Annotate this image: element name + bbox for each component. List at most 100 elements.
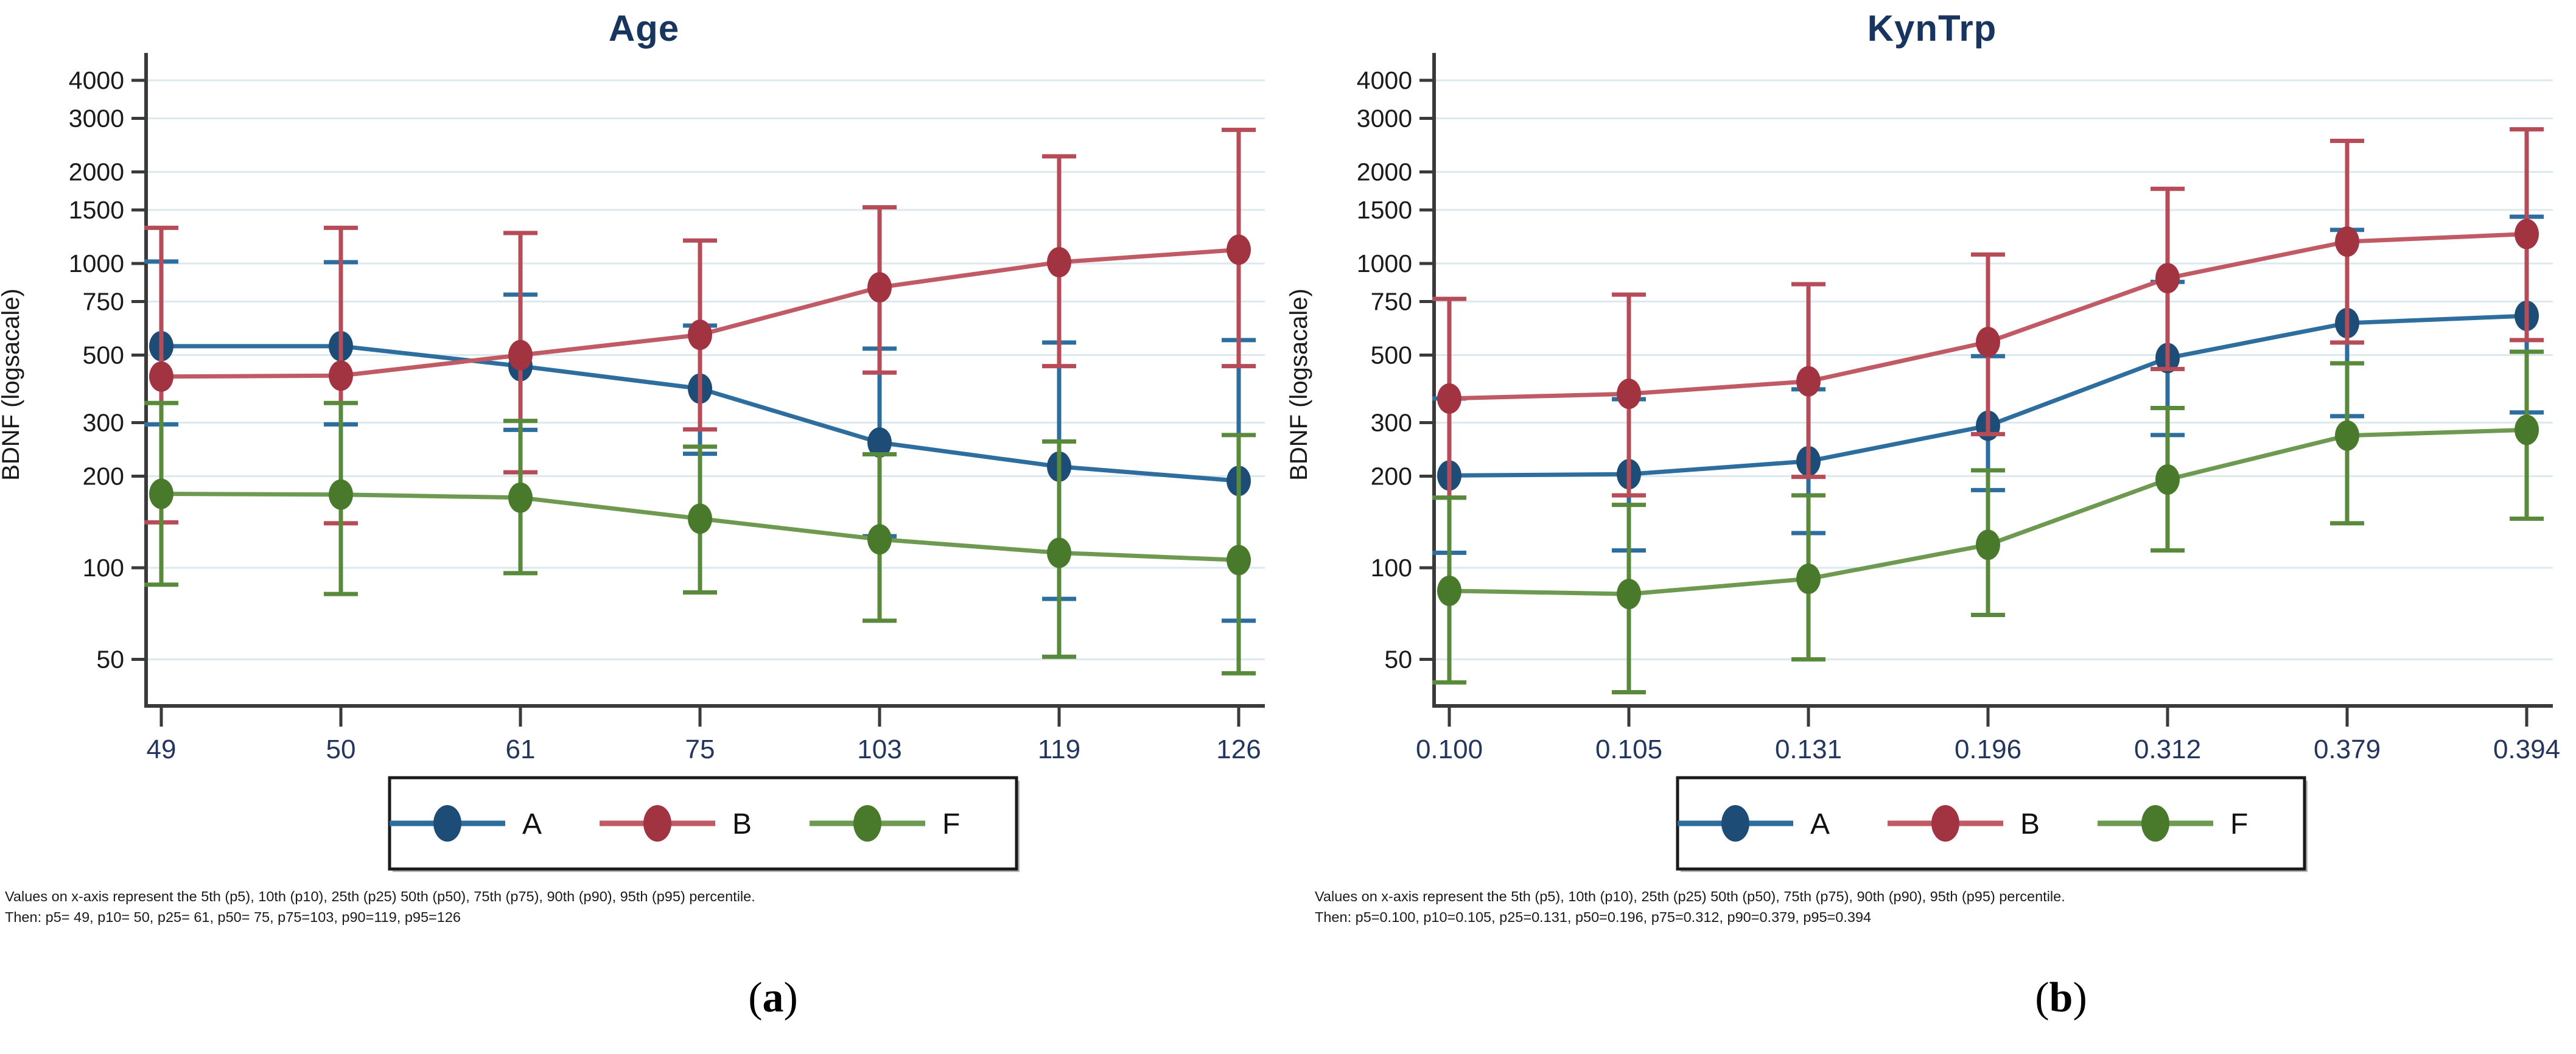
y-tick-label: 3000 [1357, 104, 1412, 132]
y-tick-label: 500 [1371, 341, 1412, 369]
legend-label-B: B [2020, 808, 2040, 840]
footnote-line-2: Then: p5=0.100, p10=0.105, p25=0.131, p5… [1315, 909, 1872, 925]
data-point-A [867, 427, 892, 458]
y-tick-label: 750 [1371, 287, 1412, 315]
x-tick-label: 75 [685, 735, 715, 764]
legend-marker-F [853, 805, 881, 842]
caption-letter: b [2049, 974, 2073, 1021]
data-point-F [2335, 420, 2359, 451]
legend-marker-A [1721, 805, 1749, 842]
data-point-B [329, 360, 353, 391]
y-tick-label: 2000 [69, 158, 124, 186]
legend-marker-B [1931, 805, 1959, 842]
panel-age: Age BDNF (logsacale) 4000 3000 2000 1500 100… [0, 0, 1288, 925]
y-tick-label: 100 [1371, 554, 1412, 582]
data-point-B [149, 361, 173, 392]
caption-letter: a [762, 974, 784, 1021]
y-tick-label: 4000 [69, 66, 124, 94]
y-tick-label: 4000 [1357, 66, 1412, 94]
chart-title-age: Age [608, 8, 680, 49]
data-point-B [1796, 366, 1821, 397]
y-tick-label: 2000 [1357, 158, 1412, 186]
chart-title-kyntrp: KynTrp [1867, 8, 1997, 49]
data-point-F [867, 524, 892, 555]
y-axis-ticks: 4000 3000 2000 1500 1000 750 500 300 200 100 50 [69, 66, 146, 674]
legend-label-A: A [522, 808, 542, 840]
y-tick-label: 300 [1371, 408, 1412, 436]
legend-marker-B [643, 805, 671, 842]
data-point-B [2335, 226, 2359, 257]
series-F [144, 400, 1256, 675]
y-tick-label: 750 [83, 287, 124, 315]
legend-marker-F [2141, 805, 2169, 842]
data-point-B [867, 272, 892, 303]
data-point-F [508, 482, 533, 513]
data-point-B [2155, 263, 2180, 294]
subfigure-caption-b: (b) [2035, 974, 2087, 1022]
legend-label-F: F [942, 808, 960, 840]
x-tick-label: 0.394 [2493, 735, 2560, 764]
data-point-B [1437, 383, 1461, 414]
x-tick-label: 49 [147, 735, 177, 764]
y-tick-label: 200 [83, 462, 124, 490]
footnote-line-1: Values on x-axis represent the 5th (p5),… [5, 888, 755, 904]
data-point-B [508, 340, 533, 371]
x-tick-label: 0.379 [2314, 735, 2381, 764]
x-tick-label: 126 [1216, 735, 1261, 764]
data-point-F [1437, 575, 1461, 606]
y-tick-label: 200 [1371, 462, 1412, 490]
footnote-kyntrp: Values on x-axis represent the 5th (p5),… [1315, 886, 2065, 927]
data-point-F [149, 478, 173, 509]
y-tick-label: 300 [83, 408, 124, 436]
gridlines [147, 79, 1265, 661]
data-point-F [1617, 579, 1641, 610]
data-point-F [688, 503, 712, 534]
legend-label-F: F [2230, 808, 2248, 840]
y-tick-label: 1500 [1357, 196, 1412, 224]
y-tick-label: 1000 [69, 250, 124, 277]
data-point-B [2515, 218, 2539, 250]
x-tick-label: 0.312 [2134, 735, 2201, 764]
data-point-B [1227, 234, 1251, 265]
y-tick-label: 50 [96, 646, 124, 674]
plot-area-kyntrp: 4000 3000 2000 1500 1000 750 500 300 200 100 50 0.1… [1357, 53, 2560, 872]
data-point-B [1047, 246, 1071, 277]
footnote-line-2: Then: p5= 49, p10= 50, p25= 61, p50= 75,… [5, 909, 461, 925]
plot-area-age: 4000 3000 2000 1500 1000 750 500 300 200 100 50 49 5… [69, 53, 1265, 872]
data-point-F [329, 479, 353, 510]
x-tick-label: 119 [1038, 735, 1080, 764]
footnote-line-1: Values on x-axis represent the 5th (p5),… [1315, 888, 2065, 904]
data-point-B [688, 319, 712, 351]
series-F [1432, 349, 2544, 694]
subfigure-caption-a: (a) [748, 974, 798, 1022]
x-tick-label: 103 [857, 735, 901, 764]
caption-paren: ( [2035, 974, 2049, 1021]
x-tick-label: 0.100 [1416, 735, 1483, 764]
y-tick-label: 100 [83, 554, 124, 582]
data-point-F [2155, 464, 2180, 495]
legend-label-A: A [1810, 808, 1830, 840]
data-point-F [2515, 414, 2539, 445]
gridlines [1435, 79, 2553, 661]
x-tick-label: 50 [326, 735, 356, 764]
y-tick-label: 50 [1384, 646, 1412, 674]
data-point-F [1047, 537, 1071, 568]
panel-kyntrp: KynTrp BDNF (logsacale) 4000 3000 2000 1500… [1286, 0, 2576, 927]
data-point-B [1976, 327, 2000, 358]
y-tick-label: 1500 [69, 196, 124, 224]
data-point-B [1617, 379, 1641, 410]
legend-label-B: B [732, 808, 752, 840]
y-axis-ticks: 4000 3000 2000 1500 1000 750 500 300 200 100 50 [1357, 66, 1434, 674]
data-point-F [1796, 564, 1821, 595]
y-tick-label: 500 [83, 341, 124, 369]
x-tick-label: 61 [506, 735, 536, 764]
legend-marker-A [433, 805, 461, 842]
caption-paren: ) [783, 974, 798, 1021]
x-tick-label: 0.105 [1595, 735, 1662, 764]
data-point-F [1976, 529, 2000, 560]
x-tick-label: 0.131 [1775, 735, 1842, 764]
caption-paren: ) [2073, 974, 2087, 1021]
